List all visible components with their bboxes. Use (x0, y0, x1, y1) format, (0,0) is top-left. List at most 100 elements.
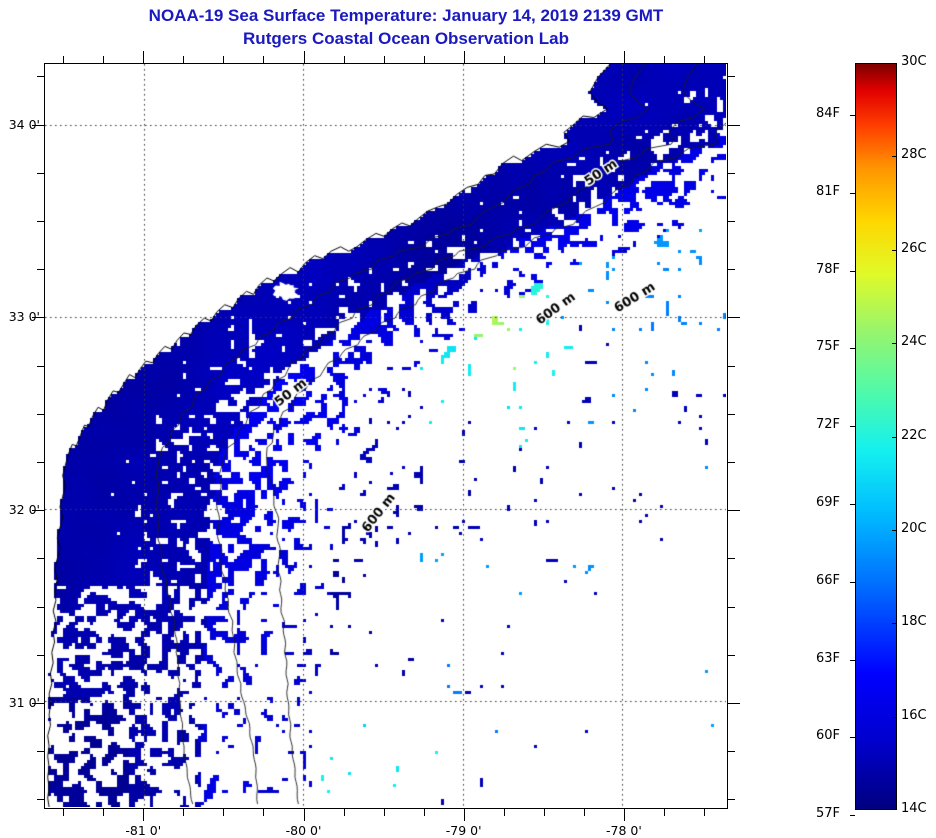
colorbar-celsius-label: 16C (901, 707, 927, 723)
axis-tick (728, 366, 735, 367)
axis-tick (37, 221, 44, 222)
axis-tick (37, 173, 44, 174)
axis-tick (63, 56, 64, 63)
axis-tick (263, 56, 264, 63)
axis-tick (544, 56, 545, 63)
axis-tick (344, 56, 345, 63)
axis-tick (424, 56, 425, 63)
colorbar-tick (892, 623, 897, 625)
colorbar-tick-f (850, 659, 855, 661)
colorbar-fahrenheit-label: 66F (815, 572, 840, 588)
colorbar-fahrenheit-label: 78F (815, 261, 840, 277)
colorbar-tick-f (850, 270, 855, 272)
axis-tick (223, 809, 224, 816)
axis-tick (624, 809, 625, 821)
axis-tick (304, 809, 305, 821)
x-axis-label: -81 0' (125, 823, 162, 838)
colorbar-tick (892, 343, 897, 345)
title-line-1: NOAA-19 Sea Surface Temperature: January… (148, 6, 664, 25)
sst-map-frame[interactable] (44, 63, 728, 809)
y-axis-label: 31 0' (8, 694, 40, 710)
sst-heatmap-canvas[interactable] (45, 64, 726, 807)
colorbar-celsius-label: 26C (901, 240, 927, 256)
axis-tick (37, 462, 44, 463)
axis-tick (728, 76, 735, 77)
axis-tick (584, 56, 585, 63)
axis-tick (304, 51, 305, 63)
axis-tick (37, 269, 44, 270)
axis-tick (37, 558, 44, 559)
axis-tick (32, 510, 44, 511)
axis-tick (728, 799, 735, 800)
axis-tick (728, 414, 735, 415)
colorbar-celsius-label: 24C (901, 334, 927, 350)
colorbar-fahrenheit-label: 57F (815, 806, 840, 822)
axis-tick (63, 809, 64, 816)
colorbar-tick-f (850, 581, 855, 583)
axis-tick (664, 809, 665, 816)
axis-tick (728, 607, 735, 608)
axis-tick (704, 809, 705, 816)
axis-tick (143, 809, 144, 821)
colorbar-celsius-label: 28C (901, 147, 927, 163)
colorbar-tick-f (850, 737, 855, 739)
axis-tick (103, 809, 104, 816)
colorbar-tick-f (850, 426, 855, 428)
axis-tick (728, 510, 740, 511)
axis-tick (704, 56, 705, 63)
axis-tick (728, 703, 740, 704)
axis-tick (728, 221, 735, 222)
x-axis-label: -78 0' (605, 823, 642, 838)
axis-tick (504, 56, 505, 63)
colorbar-celsius-label: 22C (901, 427, 927, 443)
axis-tick (103, 56, 104, 63)
axis-tick (37, 366, 44, 367)
title-line-2: Rutgers Coastal Ocean Observation Lab (243, 29, 569, 48)
page-title: NOAA-19 Sea Surface Temperature: January… (0, 4, 812, 50)
colorbar-celsius-label: 14C (901, 801, 927, 816)
colorbar-fahrenheit-label: 69F (815, 494, 840, 510)
axis-tick (504, 809, 505, 816)
colorbar-tick-f (850, 192, 855, 194)
colorbar-celsius-label: 18C (901, 614, 927, 630)
axis-tick (728, 125, 740, 126)
axis-tick (32, 317, 44, 318)
axis-tick (32, 703, 44, 704)
colorbar-tick-f (850, 503, 855, 505)
colorbar-fahrenheit-label: 81F (815, 183, 840, 199)
x-axis-label: -79 0' (445, 823, 482, 838)
axis-tick (183, 56, 184, 63)
axis-tick (464, 51, 465, 63)
colorbar-fahrenheit-label: 84F (815, 105, 840, 121)
colorbar-tick (892, 716, 897, 718)
axis-tick (584, 809, 585, 816)
axis-tick (728, 317, 740, 318)
colorbar-fahrenheit-label: 60F (815, 728, 840, 744)
axis-tick (183, 809, 184, 816)
axis-tick (37, 799, 44, 800)
colorbar-tick (892, 249, 897, 251)
axis-tick (544, 809, 545, 816)
colorbar-tick-f (850, 815, 855, 817)
axis-tick (143, 51, 144, 63)
axis-tick (37, 607, 44, 608)
axis-tick (223, 56, 224, 63)
axis-tick (624, 51, 625, 63)
colorbar-fahrenheit-label: 63F (815, 650, 840, 666)
axis-tick (37, 751, 44, 752)
axis-tick (344, 809, 345, 816)
axis-tick (728, 269, 735, 270)
axis-tick (728, 462, 735, 463)
axis-tick (728, 655, 735, 656)
axis-tick (37, 76, 44, 77)
colorbar-celsius-label: 20C (901, 520, 927, 536)
colorbar-gradient (855, 63, 897, 810)
axis-tick (728, 751, 735, 752)
colorbar[interactable] (855, 63, 897, 810)
axis-tick (263, 809, 264, 816)
axis-tick (464, 809, 465, 821)
y-axis-label: 32 0' (8, 502, 40, 518)
colorbar-tick-f (850, 348, 855, 350)
colorbar-tick (892, 156, 897, 158)
